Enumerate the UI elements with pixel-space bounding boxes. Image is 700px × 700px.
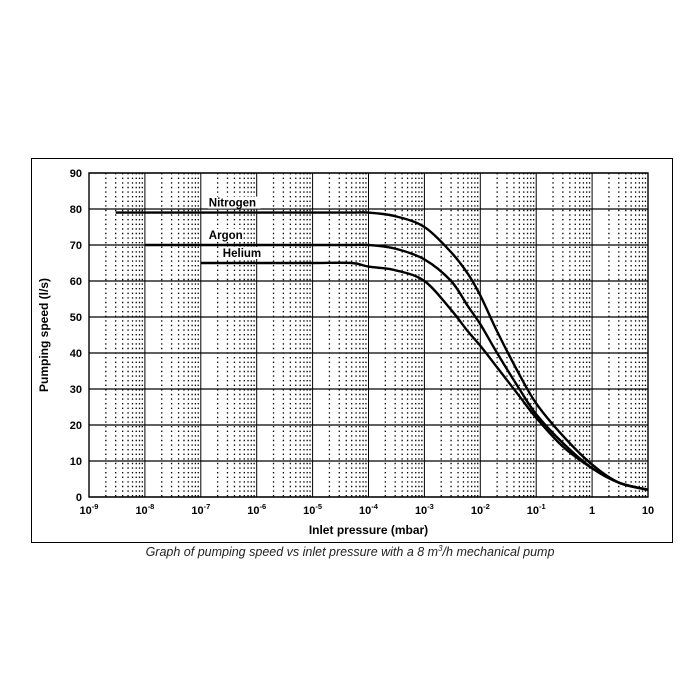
y-tick-label: 60 [70,276,82,288]
y-tick-label: 70 [70,240,82,252]
y-tick-label: 0 [76,492,82,504]
x-tick-label: 10-8 [135,502,154,517]
grid [88,172,649,498]
x-tick-label: 10-9 [80,502,99,517]
series-label-helium: Helium [223,248,261,260]
series-label-background [207,196,261,209]
series-line-nitrogen [115,211,649,491]
y-tick-label: 90 [70,168,82,180]
caption-superscript: 3 [438,544,443,553]
y-axis-label: Pumping speed (l/s) [37,278,51,392]
pumping-speed-chart: 0 10 20 30 40 50 60 70 80 90 10-9 10-8 10-7 10-6 10-5 1… [37,168,654,537]
plot-border [88,172,649,498]
series-label-nitrogen: Nitrogen [209,198,256,210]
y-tick-label: 20 [70,420,82,432]
series-label-background [221,247,262,259]
x-tick-label: 10 [642,505,654,517]
series-label-argon: Argon [209,230,243,242]
series-label-background [207,229,241,241]
x-tick-label: 10-4 [359,502,379,517]
x-tick-label: 10-1 [527,502,546,517]
x-tick-label: 10-5 [303,502,322,517]
y-tick-label: 30 [70,384,82,396]
x-tick-label: 10-2 [471,502,490,517]
x-tick-label: 10-7 [191,502,210,517]
y-tick-label: 10 [70,456,82,468]
y-tick-label: 80 [70,204,82,216]
series-line-argon [144,243,649,491]
chart-frame: 0 10 20 30 40 50 60 70 80 90 10-9 10-8 10-7 10-6 10-5 1… [31,158,673,543]
x-axis-label: Inlet pressure (mbar) [309,523,428,537]
y-tick-label: 40 [70,348,82,360]
x-tick-label: 10-6 [247,502,266,517]
x-tick-label: 1 [589,505,595,517]
x-tick-label: 10-3 [415,502,434,517]
series-line-helium [200,261,649,491]
figure-caption: Graph of pumping speed vs inlet pressure… [0,544,700,559]
caption-suffix: /h mechanical pump [442,545,555,560]
y-tick-label: 50 [70,312,82,324]
caption-prefix: Graph of pumping speed vs inlet pressure… [145,545,439,560]
